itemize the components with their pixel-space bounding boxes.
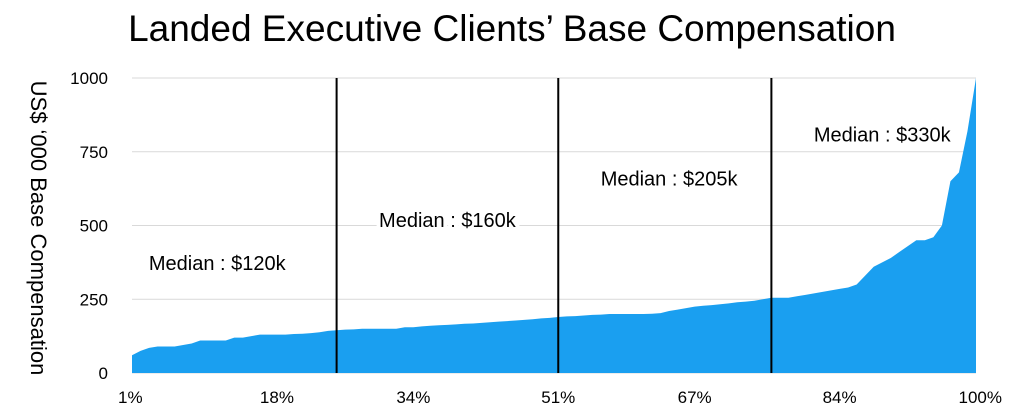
median-annotations: Median : $120k Median : $160k Median : $20…	[145, 120, 956, 278]
x-tick-1: 1%	[118, 388, 143, 407]
quartile-dividers	[335, 78, 773, 373]
x-tick-51: 51%	[541, 388, 575, 407]
x-tick-labels: 1% 18% 34% 51% 67% 84% 100%	[118, 388, 1002, 407]
y-tick-750: 750	[80, 143, 108, 162]
median-label-4: Median : $330k	[814, 124, 952, 146]
x-tick-67: 67%	[678, 388, 712, 407]
x-tick-84: 84%	[823, 388, 857, 407]
y-tick-1000: 1000	[70, 69, 108, 88]
y-tick-250: 250	[80, 290, 108, 309]
y-tick-0: 0	[99, 364, 108, 383]
x-tick-100: 100%	[959, 388, 1002, 407]
median-label-2: Median : $160k	[379, 210, 517, 232]
median-label-1: Median : $120k	[149, 253, 287, 275]
y-tick-500: 500	[80, 217, 108, 236]
chart-title: Landed Executive Clients’ Base Compensat…	[128, 8, 896, 49]
y-tick-labels: 0 250 500 750 1000	[70, 69, 108, 383]
compensation-area	[132, 78, 976, 373]
x-tick-34: 34%	[396, 388, 430, 407]
x-tick-18: 18%	[260, 388, 294, 407]
median-label-3: Median : $205k	[601, 169, 739, 191]
